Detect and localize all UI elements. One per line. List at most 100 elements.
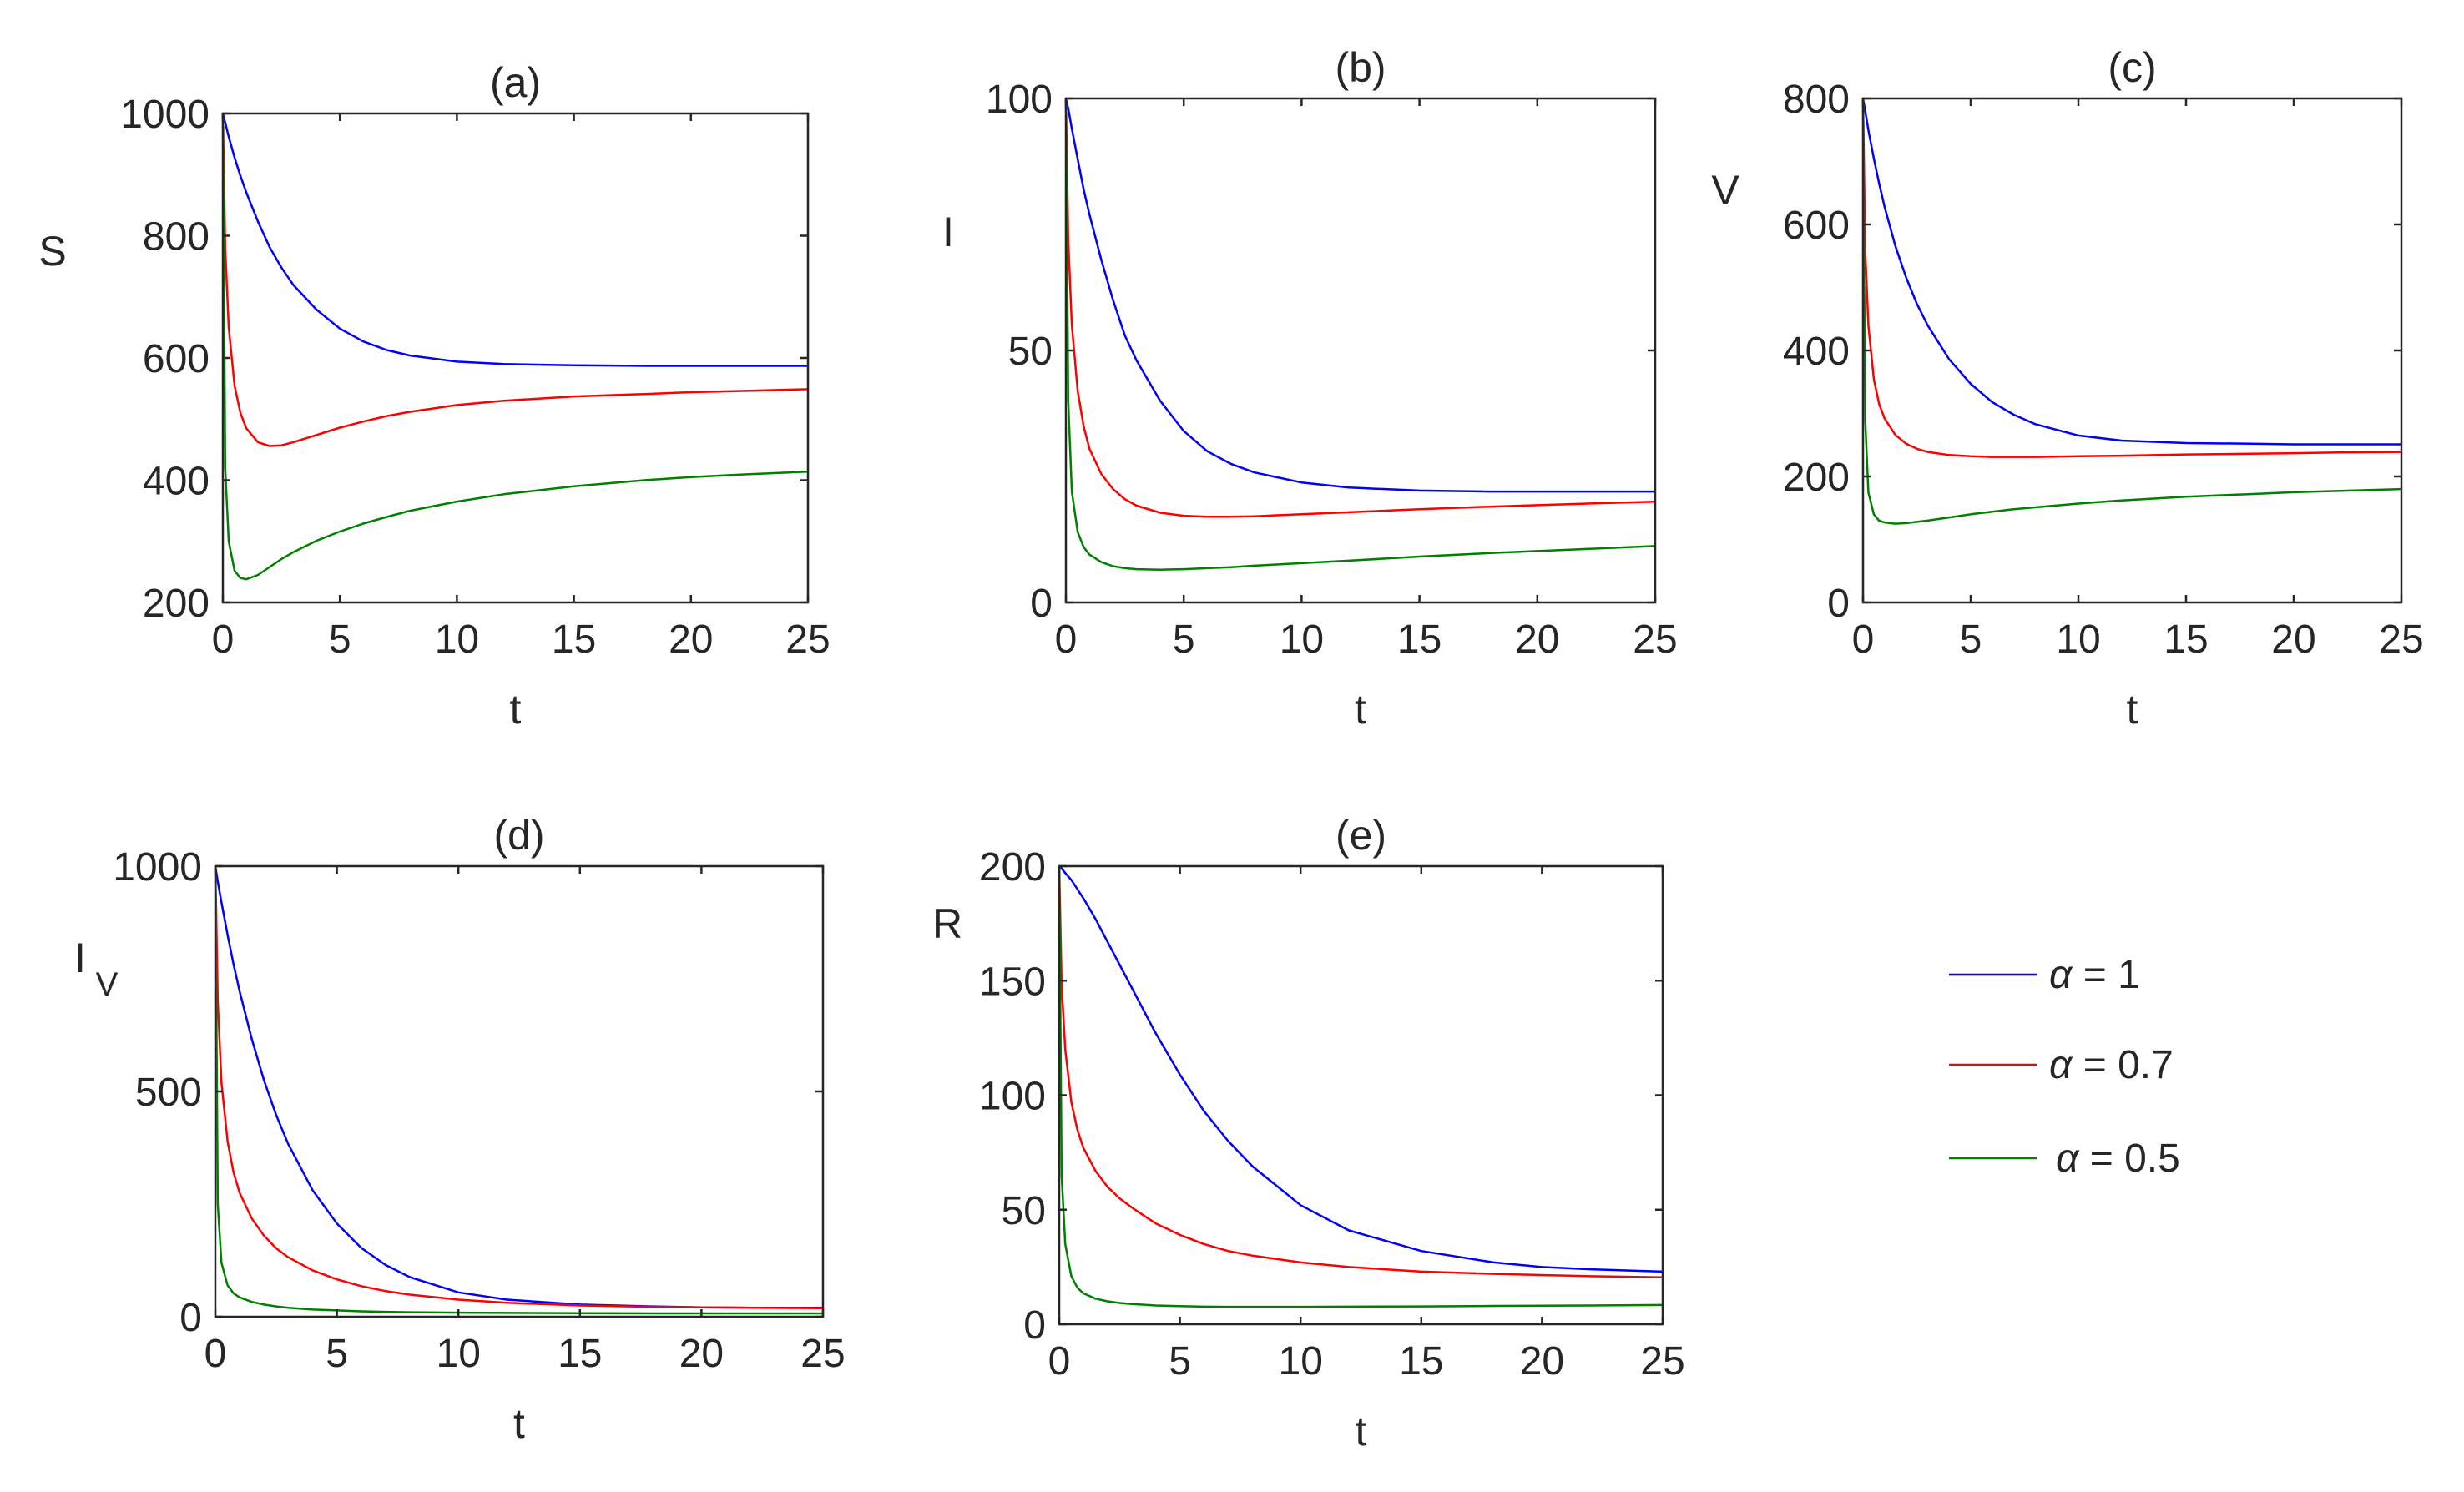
panel-title: (c) — [2108, 44, 2156, 91]
x-tick-label: 20 — [669, 617, 713, 662]
y-tick-label: 500 — [135, 1071, 202, 1115]
legend: α = 1 α = 0.7 α = 0.5 — [1949, 953, 2180, 1181]
y-tick-label: 100 — [979, 1075, 1046, 1119]
x-tick-label: 5 — [326, 1332, 348, 1376]
x-tick-label: 5 — [1960, 617, 1982, 662]
x-axis-label: t — [2127, 686, 2138, 733]
y-tick-label: 1000 — [120, 93, 210, 137]
x-tick-label: 0 — [1852, 617, 1875, 662]
y-tick-label: 0 — [179, 1296, 202, 1340]
x-tick-label: 10 — [1280, 617, 1324, 662]
x-tick-label: 25 — [800, 1332, 845, 1376]
y-axis-label: I — [942, 209, 954, 255]
x-tick-label: 0 — [204, 1332, 227, 1376]
y-tick-label: 200 — [143, 582, 210, 626]
y-tick-label: 200 — [979, 845, 1046, 890]
x-tick-label: 15 — [1399, 1339, 1443, 1384]
legend-alpha-value: = 1 — [2072, 953, 2139, 997]
x-tick-label: 15 — [558, 1332, 602, 1376]
panel-title: (d) — [493, 812, 544, 859]
series-line — [221, 113, 808, 367]
panel-d: 0 5 10 15 20 25 0 500 1000 (d) t IV — [74, 812, 846, 1447]
x-tick-label: 25 — [1633, 617, 1677, 662]
y-tick-label: 600 — [1783, 204, 1850, 248]
legend-alpha-symbol: α — [2056, 1137, 2080, 1181]
series-line — [1861, 98, 2402, 458]
x-tick-label: 25 — [1640, 1339, 1684, 1384]
y-tick-label: 100 — [986, 78, 1053, 122]
y-tick-label: 150 — [979, 960, 1046, 1004]
y-tick-label: 200 — [1783, 456, 1850, 500]
x-tick-label: 25 — [2379, 617, 2423, 662]
series-line — [1064, 98, 1656, 518]
panel-title: (a) — [490, 59, 541, 106]
x-tick-label: 20 — [679, 1332, 724, 1376]
x-tick-label: 5 — [1173, 617, 1195, 662]
x-tick-label: 20 — [1515, 617, 1559, 662]
x-tick-label: 10 — [1279, 1339, 1323, 1384]
x-axis-label: t — [510, 686, 522, 733]
panel-title: (e) — [1336, 812, 1386, 859]
x-tick-label: 10 — [437, 1332, 481, 1376]
x-tick-label: 15 — [2164, 617, 2208, 662]
series-line — [1058, 865, 1664, 1278]
x-axis-label: t — [1355, 686, 1366, 733]
legend-entry: α = 0.5 — [1949, 1137, 2180, 1181]
legend-entry: α = 1 — [1949, 953, 2140, 997]
y-axis-label: R — [932, 900, 962, 947]
x-tick-label: 0 — [1048, 1339, 1071, 1384]
x-tick-label: 20 — [1520, 1339, 1564, 1384]
x-tick-label: 5 — [329, 617, 351, 662]
panel-a: 0 5 10 15 20 25 200 400 600 800 1000 (a) t S — [38, 59, 830, 733]
legend-label-alpha-0-7: α = 0.7 — [2049, 1043, 2174, 1087]
legend-entry: α = 0.7 — [1949, 1043, 2174, 1087]
y-tick-label: 0 — [1030, 582, 1053, 626]
y-tick-label: 800 — [1783, 78, 1850, 122]
x-tick-label: 15 — [1397, 617, 1442, 662]
series-line — [1064, 98, 1655, 493]
y-tick-label: 400 — [143, 460, 210, 504]
legend-label-alpha-1: α = 1 — [2049, 953, 2140, 997]
y-tick-label: 600 — [143, 337, 210, 381]
x-tick-label: 10 — [2056, 617, 2100, 662]
x-tick-label: 0 — [1055, 617, 1078, 662]
series-line — [214, 865, 823, 1315]
legend-alpha-value: = 0.5 — [2078, 1137, 2179, 1181]
x-tick-label: 15 — [552, 617, 596, 662]
series-line — [221, 113, 809, 581]
series-line — [214, 865, 824, 1309]
y-tick-label: 800 — [143, 215, 210, 260]
x-tick-label: 25 — [785, 617, 830, 662]
legend-alpha-symbol: α — [2049, 953, 2073, 997]
y-tick-label: 0 — [1827, 582, 1850, 626]
y-axis-label: V — [1711, 167, 1739, 214]
series-line — [221, 113, 809, 447]
y-tick-label: 1000 — [113, 845, 202, 890]
x-tick-label: 5 — [1169, 1339, 1191, 1384]
y-axis-label-subscript: V — [96, 966, 119, 1003]
y-axis-label: S — [38, 228, 66, 275]
y-tick-label: 50 — [1008, 330, 1053, 374]
series-line — [1861, 98, 2401, 446]
y-tick-label: 0 — [1023, 1303, 1046, 1348]
panel-b: 0 5 10 15 20 25 0 50 100 (b) t I — [942, 44, 1678, 733]
series-line — [1861, 98, 2402, 525]
x-tick-label: 10 — [435, 617, 479, 662]
y-axis-label: I — [74, 935, 86, 981]
x-tick-label: 20 — [2271, 617, 2315, 662]
panel-e: 0 5 10 15 20 25 0 50 100 150 200 (e) t R — [932, 812, 1685, 1454]
series-line — [1058, 865, 1664, 1308]
series-line — [1064, 98, 1656, 571]
panel-title: (b) — [1335, 44, 1386, 91]
panel-c: 0 5 10 15 20 25 0 200 400 600 800 (c) t V — [1711, 44, 2423, 733]
series-line — [1058, 865, 1664, 1273]
x-axis-label: t — [1356, 1408, 1367, 1454]
x-tick-label: 0 — [212, 617, 235, 662]
legend-label-alpha-0-5: α = 0.5 — [2056, 1137, 2180, 1181]
y-tick-label: 50 — [1002, 1189, 1046, 1233]
legend-alpha-symbol: α — [2049, 1043, 2073, 1087]
legend-alpha-value: = 0.7 — [2072, 1043, 2173, 1087]
